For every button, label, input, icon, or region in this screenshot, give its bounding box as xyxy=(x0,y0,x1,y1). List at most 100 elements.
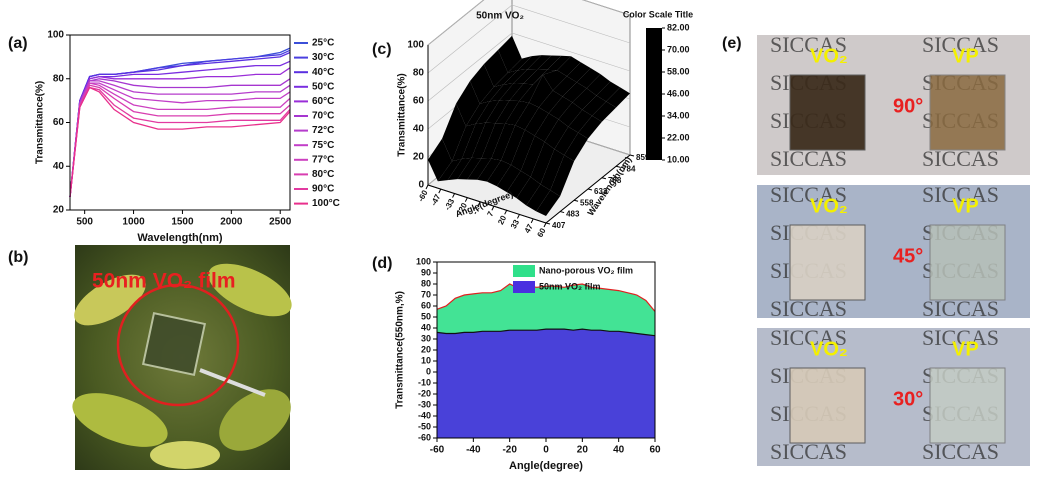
y-tick-label: 0 xyxy=(426,366,431,376)
surface-cell xyxy=(456,81,480,127)
grid-line xyxy=(427,0,631,46)
surface-cell xyxy=(511,129,535,171)
y-tick-label: -60 xyxy=(418,432,431,442)
z-tick-label: 80 xyxy=(413,68,425,79)
y-tick xyxy=(560,211,565,214)
y-tick-label: -20 xyxy=(418,388,431,398)
x-tick xyxy=(517,214,520,219)
surface-cell xyxy=(596,81,621,102)
highlight-circle xyxy=(116,283,240,407)
x-tick xyxy=(491,205,495,211)
panel-label: (b) xyxy=(8,249,28,266)
surface-cell xyxy=(568,109,593,133)
y-tick-label: 558 xyxy=(580,198,594,207)
y-tick-label: -50 xyxy=(418,421,431,431)
background-text: SICCAS xyxy=(922,182,999,207)
y-tick-label: 100 xyxy=(47,30,64,41)
line xyxy=(436,283,656,312)
background-text: SICCAS xyxy=(770,182,847,207)
panel-label: (d) xyxy=(372,255,392,272)
surface-cell xyxy=(509,83,534,101)
surface-cell xyxy=(582,95,607,116)
surface-cell xyxy=(505,101,529,126)
legend-label: 60°C xyxy=(312,96,334,107)
surface-cell xyxy=(428,138,452,182)
colorbar-tick-label: 46.00 xyxy=(667,88,690,98)
surface-cell xyxy=(471,122,496,159)
surface-cell xyxy=(606,87,630,108)
surface-cell xyxy=(467,158,492,180)
x-tick xyxy=(438,188,442,194)
background-text: SICCAS xyxy=(922,325,999,350)
surface-cell xyxy=(562,82,587,103)
surface-cell xyxy=(437,158,462,182)
panel-label: (e) xyxy=(722,35,742,52)
x-tick-label: 20 xyxy=(577,445,589,456)
y-tick-label: 80 xyxy=(53,73,65,84)
sample-left xyxy=(789,367,866,444)
y-tick xyxy=(615,165,621,168)
y-tick-label: 100 xyxy=(416,256,431,266)
surface-cell xyxy=(554,126,579,156)
legend-swatch xyxy=(513,281,535,293)
x-tick xyxy=(464,197,468,202)
x-tick-label: 1500 xyxy=(171,217,194,228)
surface-cell xyxy=(491,123,516,161)
sample-label: VO₂ xyxy=(810,195,848,217)
surface-cell xyxy=(529,74,553,108)
sample-right xyxy=(929,367,1006,444)
y-tick-label: 80 xyxy=(421,278,431,288)
legend-label: 90°C xyxy=(312,184,334,195)
surface-cell xyxy=(566,62,591,83)
y-tick-label: 633 xyxy=(594,187,608,196)
legend-label: 70°C xyxy=(312,111,334,122)
sample-left xyxy=(789,224,866,301)
y-tick-label: 90 xyxy=(421,267,431,277)
y-tick-label: 30 xyxy=(421,333,431,343)
x-tick xyxy=(425,184,429,190)
colorbar-tick-label: 82.00 xyxy=(667,22,690,32)
surface-cell xyxy=(479,84,504,104)
legend-label: 25°C xyxy=(312,38,334,49)
surface-cell xyxy=(578,115,602,139)
surface-cell xyxy=(501,125,525,165)
x-tick-label: -7 xyxy=(470,205,482,216)
y-tick xyxy=(601,177,607,180)
chart-title: 50nm VO₂ xyxy=(476,11,524,22)
surface-cell xyxy=(572,88,597,110)
surface-cell xyxy=(447,157,472,181)
surface-cell xyxy=(544,119,569,150)
x-tick-label: 60 xyxy=(649,445,661,456)
surface-cell xyxy=(513,69,538,84)
surface-cell xyxy=(442,103,466,162)
sample-label: VO₂ xyxy=(810,338,848,360)
background-text: SICCAS xyxy=(770,325,847,350)
surface-cell xyxy=(483,49,508,87)
surface-cell xyxy=(475,100,500,124)
colorbar xyxy=(646,28,662,160)
surface-cell xyxy=(506,170,531,199)
sample-right xyxy=(929,224,1006,301)
y-tick xyxy=(573,199,579,202)
x-tick xyxy=(504,210,508,215)
surface-cell xyxy=(470,64,494,104)
surface-cell xyxy=(520,135,545,177)
x-tick xyxy=(452,193,455,198)
legend-label: 100°C xyxy=(312,198,340,209)
x-tick-label: 60 xyxy=(536,226,548,239)
x-tick-label: 40 xyxy=(613,445,625,456)
x-axis-label: Angle(degree) xyxy=(509,460,583,472)
legend-label: 75°C xyxy=(312,140,334,151)
surface-cell xyxy=(527,55,552,70)
plot-frame xyxy=(436,261,656,439)
x-tick-label: 500 xyxy=(76,217,93,228)
surface-cell xyxy=(457,157,482,180)
surface-cell xyxy=(523,69,548,85)
legend-swatch xyxy=(513,265,535,277)
surface-cell xyxy=(516,176,541,206)
surface-cell xyxy=(548,96,573,120)
surface-cell xyxy=(499,83,524,101)
surface-cell xyxy=(533,69,558,85)
surface-cell xyxy=(538,90,563,114)
y-tick-label: 60 xyxy=(421,300,431,310)
